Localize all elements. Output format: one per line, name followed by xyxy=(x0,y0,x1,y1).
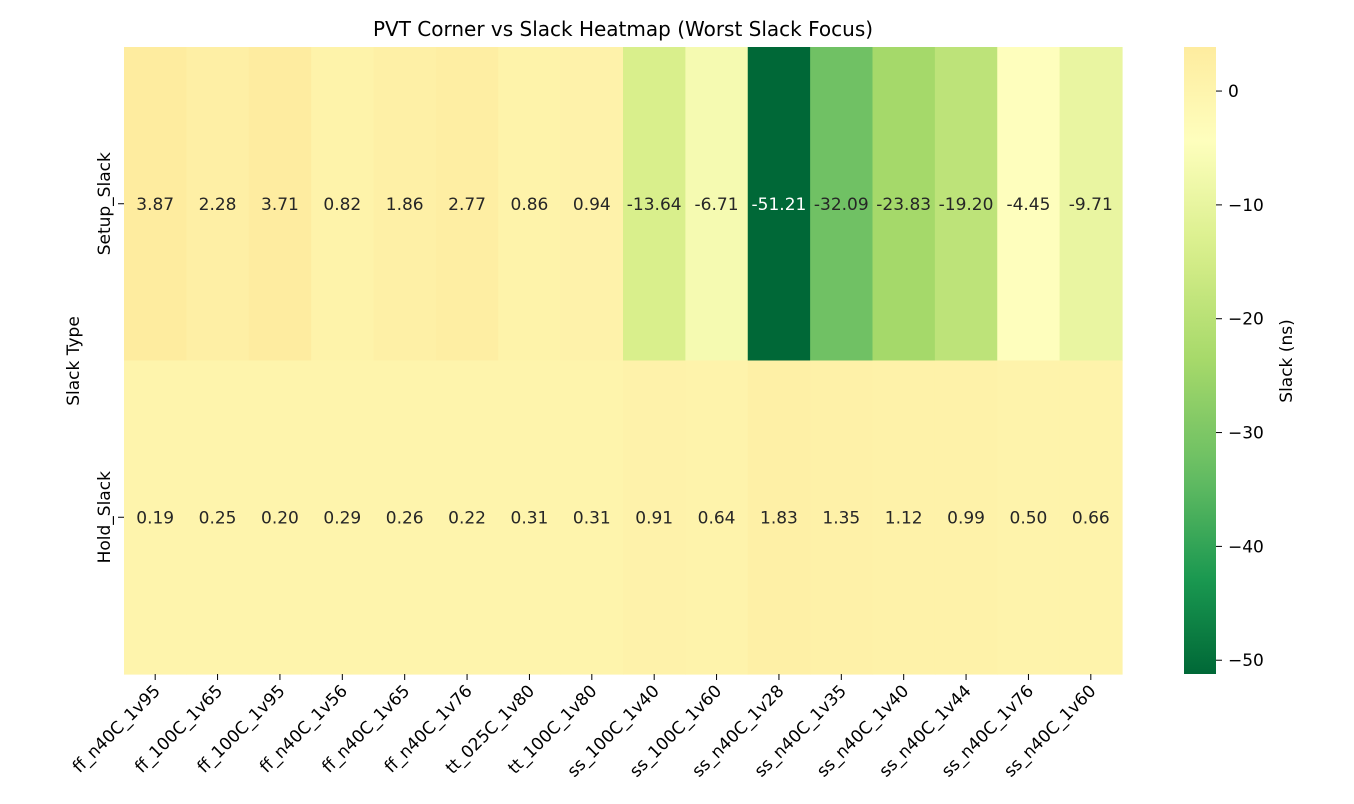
heatmap-cell xyxy=(685,47,749,362)
colorbar-tick-label: −50 xyxy=(1228,651,1264,671)
heatmap-cell xyxy=(747,360,811,675)
heatmap-cell-value: -19.20 xyxy=(939,195,994,215)
heatmap-cell-value: -23.83 xyxy=(876,195,931,215)
heatmap-cell-value: 0.22 xyxy=(448,508,486,528)
heatmap-cell xyxy=(934,47,998,362)
heatmap-cell-value: 0.99 xyxy=(947,508,985,528)
heatmap-cell xyxy=(186,47,250,362)
colorbar-gradient xyxy=(1184,47,1216,674)
heatmap-cell xyxy=(997,360,1061,675)
heatmap-cell-value: 0.66 xyxy=(1072,508,1110,528)
heatmap-cell xyxy=(1059,47,1123,362)
heatmap-cell-value: 0.50 xyxy=(1010,508,1048,528)
heatmap-cell-value: -6.71 xyxy=(695,195,739,215)
heatmap-cell-value: 0.82 xyxy=(323,195,361,215)
heatmap-cell xyxy=(498,360,562,675)
heatmap-cell-value: 0.26 xyxy=(386,508,424,528)
heatmap-cell xyxy=(872,47,936,362)
heatmap-cell xyxy=(810,47,874,362)
heatmap-cell xyxy=(934,360,998,675)
heatmap-cell xyxy=(124,47,187,362)
heatmap-cell-value: 1.35 xyxy=(822,508,860,528)
heatmap-cell-value: -4.45 xyxy=(1006,195,1050,215)
colorbar: 0 −10 −20 −30 −40 −50 Slack (ns) xyxy=(1184,47,1297,674)
heatmap-cell-value: 0.31 xyxy=(511,508,549,528)
heatmap-cell xyxy=(685,360,749,675)
heatmap-cell-value: 1.83 xyxy=(760,508,798,528)
heatmap-cell xyxy=(623,360,686,675)
heatmap-cell xyxy=(248,360,312,675)
y-axis-label: Slack Type xyxy=(64,316,84,406)
heatmap-cell-value: 1.86 xyxy=(386,195,424,215)
heatmap-cell-value: -51.21 xyxy=(752,195,807,215)
heatmap-cell xyxy=(311,47,375,362)
heatmap-cell xyxy=(560,47,624,362)
colorbar-tick-label: −30 xyxy=(1228,424,1264,444)
x-axis-ticks: ff_n40C_1v95ff_100C_1v65ff_100C_1v95ff_n… xyxy=(69,674,1100,781)
colorbar-tick-label: 0 xyxy=(1228,82,1239,102)
heatmap-cell-value: -9.71 xyxy=(1069,195,1113,215)
colorbar-tick-label: −20 xyxy=(1228,310,1264,330)
heatmap-cell xyxy=(373,360,437,675)
chart-title: PVT Corner vs Slack Heatmap (Worst Slack… xyxy=(373,17,873,41)
heatmap-cell xyxy=(623,47,686,362)
heatmap-cell-value: -32.09 xyxy=(814,195,869,215)
heatmap-cell xyxy=(373,47,437,362)
y-tick-label: Hold_Slack xyxy=(95,471,115,563)
heatmap-cell-value: 0.19 xyxy=(136,508,174,528)
heatmap-cell-value: 2.28 xyxy=(199,195,237,215)
heatmap-cell-value: 0.20 xyxy=(261,508,299,528)
heatmap-cell xyxy=(747,47,811,362)
heatmap-cell-value: 1.12 xyxy=(885,508,923,528)
heatmap-cell xyxy=(498,47,562,362)
heatmap-cell xyxy=(997,47,1061,362)
heatmap-cell xyxy=(872,360,936,675)
heatmap-cell-value: 3.87 xyxy=(136,195,174,215)
heatmap-cell-value: 0.91 xyxy=(635,508,673,528)
heatmap-cell-value: 0.29 xyxy=(323,508,361,528)
heatmap-cell-value: 0.31 xyxy=(573,508,611,528)
heatmap-cell-value: -13.64 xyxy=(627,195,682,215)
heatmap-cell-value: 0.64 xyxy=(698,508,736,528)
heatmap-cell xyxy=(435,360,499,675)
heatmap-cell-labels: 3.87 2.28 3.71 0.82 1.86 2.77 0.86 0.94 -13.64 -6… xyxy=(136,195,1113,529)
heatmap-cell xyxy=(560,360,624,675)
heatmap-cell xyxy=(1059,360,1123,675)
colorbar-tick-label: −10 xyxy=(1228,196,1264,216)
heatmap-cell xyxy=(435,47,499,362)
colorbar-tick-label: −40 xyxy=(1228,537,1264,557)
heatmap-cell-value: 0.86 xyxy=(511,195,549,215)
heatmap-cell xyxy=(124,360,187,675)
heatmap-cell-value: 0.94 xyxy=(573,195,611,215)
heatmap-cell xyxy=(810,360,874,675)
heatmap-cells xyxy=(124,47,1123,675)
heatmap-cell xyxy=(248,47,312,362)
heatmap-cell xyxy=(311,360,375,675)
heatmap-cell xyxy=(186,360,250,675)
colorbar-label: Slack (ns) xyxy=(1277,319,1297,402)
y-axis-ticks: Setup_Slack Hold_Slack xyxy=(95,152,124,563)
heatmap-cell-value: 3.71 xyxy=(261,195,299,215)
heatmap-cell-value: 2.77 xyxy=(448,195,486,215)
colorbar-ticks: 0 −10 −20 −30 −40 −50 xyxy=(1216,82,1264,671)
y-tick-label: Setup_Slack xyxy=(95,152,115,255)
heatmap-cell-value: 0.25 xyxy=(199,508,237,528)
